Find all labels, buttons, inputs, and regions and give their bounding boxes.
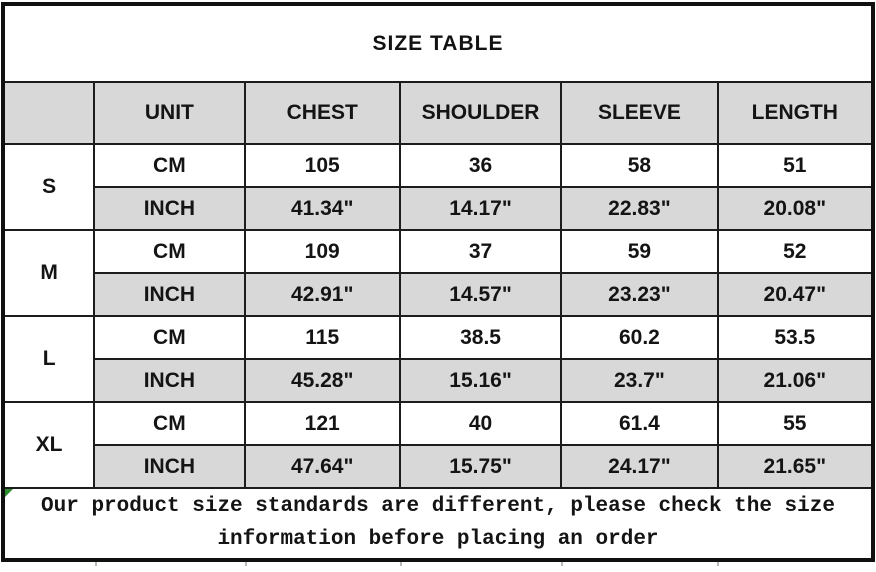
unit-cell: INCH <box>93 186 246 231</box>
value-cell: 37 <box>398 229 563 274</box>
title-row: SIZE TABLE <box>2 3 874 83</box>
value-cell: 121 <box>243 401 401 446</box>
size-note: Our product size standards are different… <box>2 486 874 562</box>
col-header-sleeve: SLEEVE <box>560 81 719 145</box>
value-cell: 42.91" <box>243 272 401 317</box>
grid-tick <box>561 562 563 567</box>
table-row-m-inch: INCH 42.91" 14.57" 23.23" 20.47" <box>3 272 875 317</box>
col-header-length: LENGTH <box>716 81 875 145</box>
value-cell: 105 <box>243 143 401 188</box>
grid-tick <box>95 562 97 567</box>
value-cell: 61.4 <box>560 401 719 446</box>
table-row-m-cm: M CM 109 37 59 52 <box>1 229 875 317</box>
value-cell: 22.83" <box>560 186 719 231</box>
table-row-xl-cm: XL CM 121 40 61.4 55 <box>1 401 875 489</box>
value-cell: 14.57" <box>398 272 563 317</box>
value-cell: 51 <box>716 143 875 188</box>
value-cell: 45.28" <box>243 358 401 403</box>
value-cell: 15.16" <box>398 358 563 403</box>
diagonal-header-cell <box>1 81 96 145</box>
value-cell: 23.23" <box>560 272 719 317</box>
size-note-text: Our product size standards are different… <box>41 495 835 551</box>
value-cell: 21.65" <box>716 444 875 489</box>
size-label-xl: XL <box>1 401 96 489</box>
note-row: Our product size standards are different… <box>2 486 874 562</box>
value-cell: 24.17" <box>560 444 719 489</box>
value-cell: 115 <box>243 315 401 360</box>
col-header-chest: CHEST <box>243 81 401 145</box>
unit-cell: CM <box>93 401 246 446</box>
value-cell: 60.2 <box>560 315 719 360</box>
value-cell: 52 <box>716 229 875 274</box>
unit-cell: INCH <box>93 444 246 489</box>
size-label-s: S <box>1 143 96 231</box>
unit-cell: INCH <box>93 358 246 403</box>
page-title: SIZE TABLE <box>2 3 874 83</box>
value-cell: 40 <box>398 401 563 446</box>
grid-tick <box>717 562 719 567</box>
value-cell: 14.17" <box>398 186 563 231</box>
table-row-l-inch: INCH 45.28" 15.16" 23.7" 21.06" <box>3 358 875 403</box>
value-cell: 20.47" <box>716 272 875 317</box>
value-cell: 15.75" <box>398 444 563 489</box>
size-label-m: M <box>1 229 96 317</box>
table-row-xl-inch: INCH 47.64" 15.75" 24.17" 21.65" <box>3 444 875 489</box>
table-row-l-cm: L CM 115 38.5 60.2 53.5 <box>1 315 875 403</box>
table-row-s-cm: S CM 105 36 58 51 <box>1 143 875 231</box>
col-header-shoulder: SHOULDER <box>398 81 563 145</box>
size-table: SIZE TABLE UNIT CHEST SHOULDER SLEEVE LE… <box>1 2 875 563</box>
grid-tick <box>400 562 402 567</box>
unit-cell: CM <box>93 143 246 188</box>
value-cell: 55 <box>716 401 875 446</box>
value-cell: 20.08" <box>716 186 875 231</box>
unit-cell: INCH <box>93 272 246 317</box>
cropped-next-table-edge <box>0 562 876 572</box>
unit-cell: CM <box>93 229 246 274</box>
value-cell: 21.06" <box>716 358 875 403</box>
value-cell: 53.5 <box>716 315 875 360</box>
value-cell: 59 <box>560 229 719 274</box>
value-cell: 23.7" <box>560 358 719 403</box>
value-cell: 38.5 <box>398 315 563 360</box>
value-cell: 58 <box>560 143 719 188</box>
value-cell: 41.34" <box>243 186 401 231</box>
grid-tick <box>245 562 247 567</box>
value-cell: 47.64" <box>243 444 401 489</box>
col-header-unit: UNIT <box>93 81 246 145</box>
column-header-row: UNIT CHEST SHOULDER SLEEVE LENGTH <box>1 81 875 145</box>
value-cell: 36 <box>398 143 563 188</box>
unit-cell: CM <box>93 315 246 360</box>
size-label-l: L <box>1 315 96 403</box>
value-cell: 109 <box>243 229 401 274</box>
cell-flag-icon <box>5 490 13 497</box>
table-row-s-inch: INCH 41.34" 14.17" 22.83" 20.08" <box>3 186 875 231</box>
